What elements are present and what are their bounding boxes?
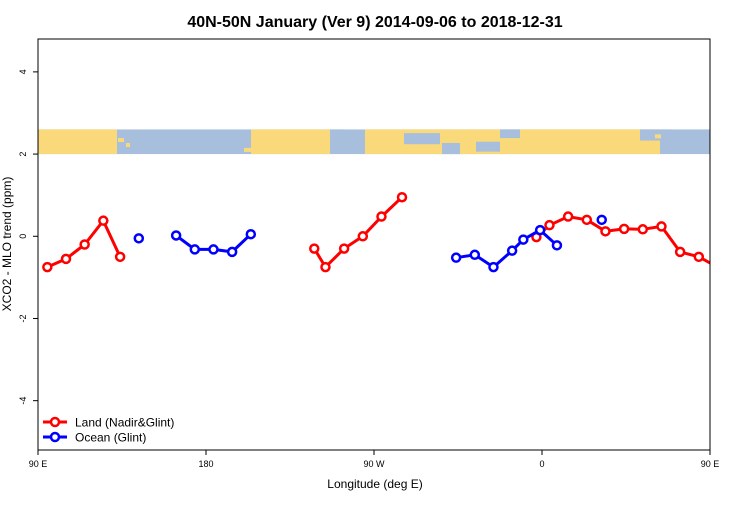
data-point-ocean (208, 244, 219, 255)
map-band-land (636, 142, 646, 147)
data-point-land (562, 211, 574, 222)
data-point-land (656, 221, 667, 232)
y-axis: 4 2 0 -2 -4 (18, 69, 38, 405)
y-tick-label: 0 (18, 234, 28, 239)
map-band-land (251, 129, 330, 155)
map-band-land (118, 138, 124, 143)
map-band-land (458, 134, 468, 139)
data-point-land (376, 211, 387, 222)
data-point-ocean (596, 214, 607, 226)
y-axis-label: XCO2 - MLO trend (ppm) (0, 177, 14, 312)
legend-label-land: Land (Nadir&Glint) (75, 416, 174, 430)
data-point-ocean (189, 244, 201, 255)
map-band-ocean (442, 142, 460, 155)
data-point-ocean (450, 252, 462, 263)
map-band-land (126, 142, 130, 147)
data-point-land (396, 191, 408, 203)
map-band-ocean (330, 129, 345, 142)
x-axis: 90 E 180 90 W 0 90 E (29, 450, 720, 469)
legend-item-ocean: Ocean (Glint) (43, 431, 146, 445)
data-point-land (60, 253, 72, 265)
legend-label-ocean: Ocean (Glint) (75, 431, 146, 445)
map-band-ocean (404, 133, 440, 145)
legend-item-land: Land (Nadir&Glint) (43, 416, 174, 430)
data-point-land (581, 214, 593, 226)
x-axis-label: Longitude (deg E) (327, 477, 422, 491)
map-band-land (244, 147, 252, 152)
legend-marker-ocean (49, 431, 61, 443)
data-point-ocean (488, 261, 499, 273)
data-point-land (618, 223, 630, 235)
series-land (42, 191, 740, 273)
map-band (38, 129, 710, 155)
data-point-ocean (133, 233, 145, 244)
map-band-land (526, 129, 660, 155)
data-point-land (674, 246, 686, 258)
map-band-ocean (117, 134, 135, 145)
data-point-land (544, 219, 555, 231)
x-tick-label: 90 E (701, 459, 720, 469)
y-tick-label: -4 (18, 397, 28, 405)
plot-layer (42, 191, 740, 273)
data-point-ocean (518, 234, 529, 245)
data-point-ocean (170, 230, 182, 241)
data-point-land (732, 255, 740, 263)
data-point-ocean (506, 245, 518, 256)
map-band-land (655, 134, 661, 139)
data-point-land (357, 231, 369, 242)
data-point-ocean (245, 228, 257, 240)
chart-title: 40N-50N January (Ver 9) 2014-09-06 to 20… (187, 14, 562, 31)
data-point-ocean (534, 224, 546, 236)
data-point-land (42, 261, 53, 273)
data-point-ocean (551, 240, 563, 251)
map-band-ocean (476, 141, 500, 152)
series-line-ocean (455, 228, 558, 269)
series-line-land (313, 196, 404, 269)
legend: Land (Nadir&Glint) Ocean (Glint) (43, 416, 174, 445)
legend-marker-land (49, 416, 61, 428)
data-point-land (320, 261, 331, 273)
x-tick-label: 90 W (363, 459, 385, 469)
data-point-land (693, 251, 705, 263)
map-band-land (386, 135, 392, 140)
data-point-land (338, 243, 350, 254)
data-point-land (79, 239, 90, 250)
y-tick-label: -2 (18, 314, 28, 322)
series-ocean (133, 214, 607, 273)
data-point-ocean (226, 246, 238, 258)
x-tick-label: 90 E (29, 459, 48, 469)
map-band-ocean (500, 129, 520, 139)
data-point-land (114, 251, 126, 263)
plot-frame (37, 38, 711, 451)
map-band-land (612, 136, 620, 141)
data-point-land (713, 263, 721, 271)
x-tick-label: 180 (198, 459, 213, 469)
y-tick-label: 4 (18, 69, 28, 74)
data-point-land (309, 243, 320, 254)
x-tick-label: 0 (539, 459, 544, 469)
data-point-land (600, 226, 611, 237)
data-point-land (98, 215, 109, 226)
y-tick-label: 2 (18, 152, 28, 157)
data-point-ocean (469, 249, 481, 261)
map-band-land (38, 129, 117, 155)
data-point-land (637, 224, 649, 235)
